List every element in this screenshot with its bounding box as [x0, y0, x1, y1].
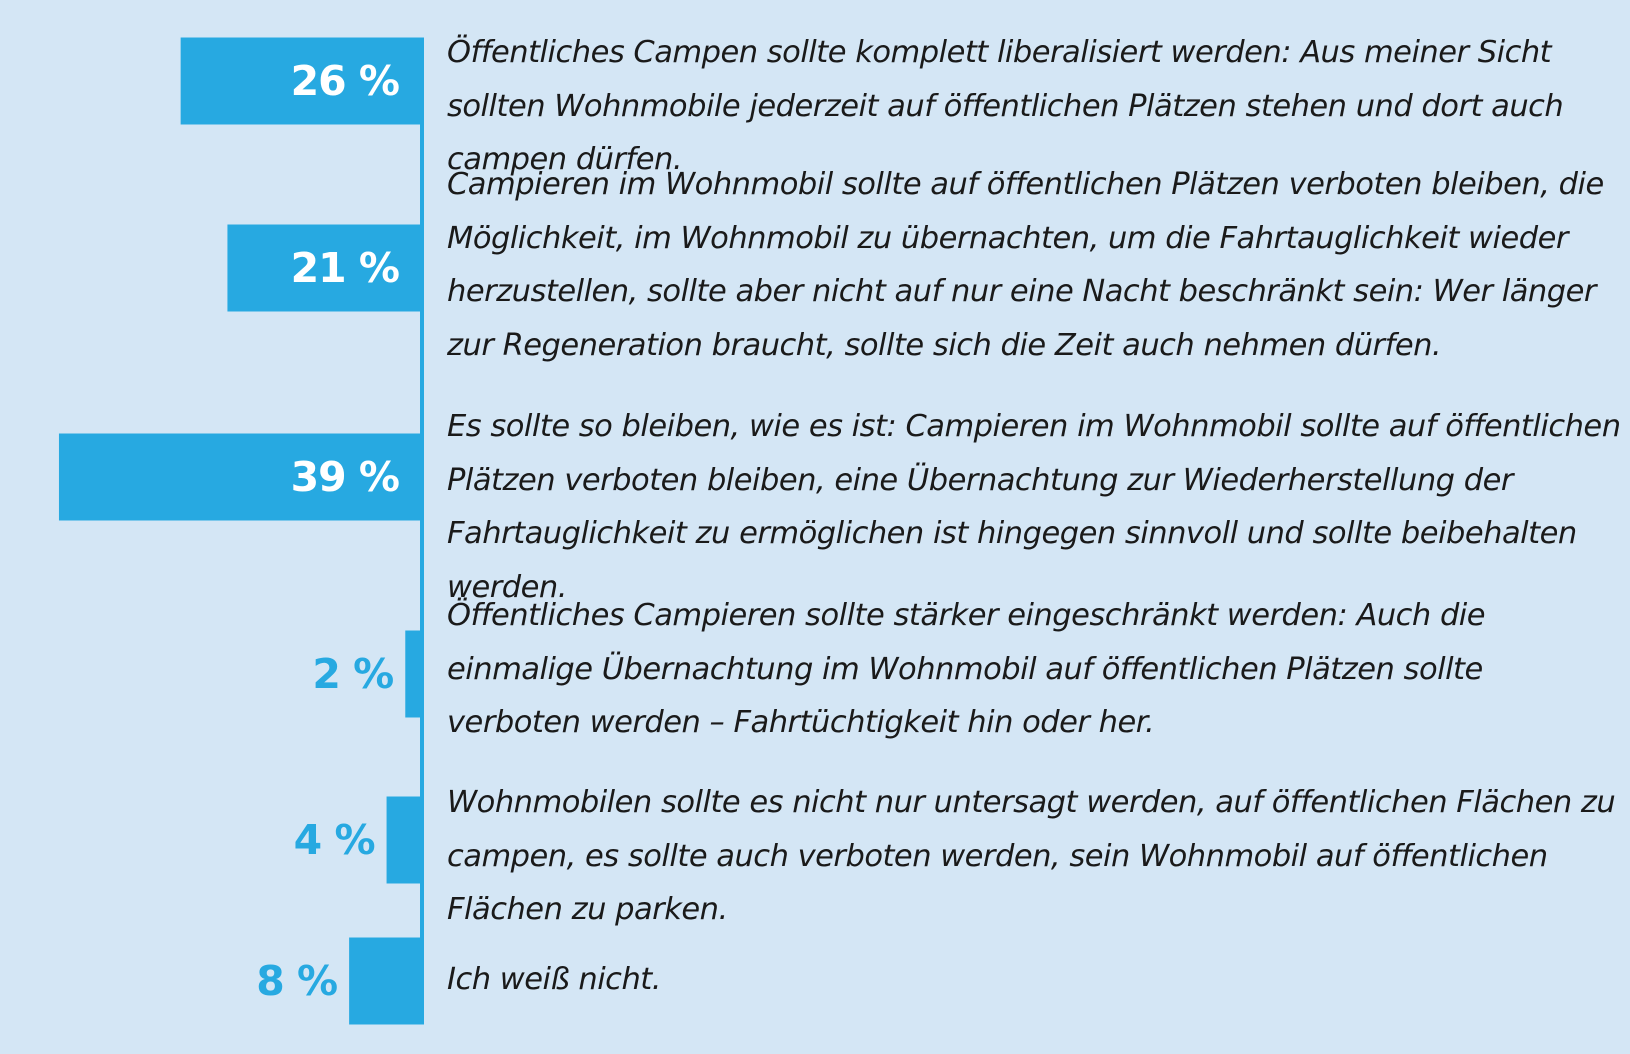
answer-text-4: Öffentliches Campieren sollte stärker ei… — [447, 598, 1486, 740]
bar-5 — [386, 796, 424, 884]
answer-text-1: Öffentliches Campen sollte komplett libe… — [447, 35, 1564, 177]
bar-3 — [58, 433, 425, 521]
answer-text-3: Es sollte so bleiben, wie es ist: Campie… — [447, 409, 1621, 605]
answer-text-5: Wohnmobilen sollte es nicht nur untersag… — [447, 785, 1616, 927]
answer-text-2: Campieren im Wohnmobil sollte auf öffent… — [447, 167, 1604, 363]
bar-2 — [227, 224, 424, 312]
bar-value-label-1: 26 % — [291, 57, 399, 105]
bar-value-label-5: 4 % — [294, 816, 375, 864]
bar-4 — [405, 630, 424, 718]
bar-6 — [349, 937, 424, 1025]
bar-value-label-2: 21 % — [291, 244, 399, 292]
answer-text-6: Ich weiß nicht. — [447, 962, 661, 997]
bar-value-label-3: 39 % — [291, 453, 399, 501]
axis-line — [420, 81, 424, 1025]
bar-value-label-4: 2 % — [312, 650, 393, 698]
bar-1 — [180, 37, 424, 125]
bar-value-label-6: 8 % — [256, 957, 337, 1005]
